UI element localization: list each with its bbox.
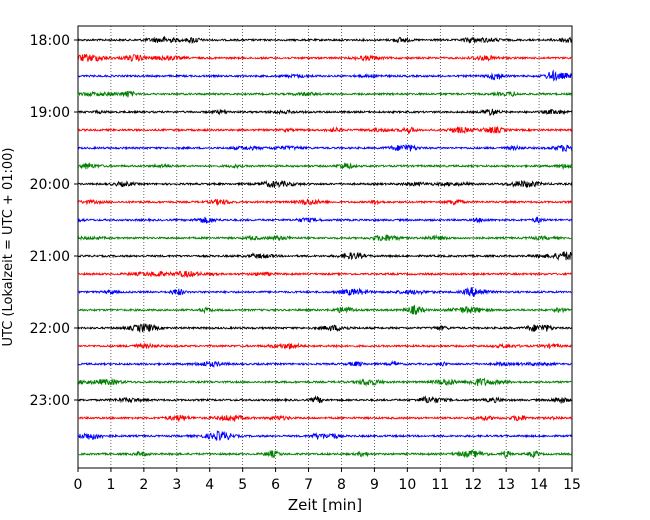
y-axis-ticks: 18:00 19:00 20:00 21:00 22:00 23:00: [30, 33, 78, 409]
trace-line: [77, 449, 573, 459]
y-tick-label: 19:00: [30, 105, 70, 121]
trace-line: [77, 323, 573, 333]
x-tick-label: 12: [464, 477, 482, 493]
plot-frame: [77, 25, 573, 469]
trace-line: [77, 69, 573, 82]
trace-line: [77, 90, 573, 98]
trace-line: [77, 342, 573, 350]
y-tick-label: 22:00: [30, 321, 70, 337]
x-axis-ticks: 0 1 2 3 4 5 6 7 8 9 10 11 12 13 14 15: [74, 468, 581, 493]
trace-line: [77, 287, 573, 297]
trace-line: [77, 377, 573, 387]
trace-line: [77, 125, 573, 135]
x-tick-label: 11: [431, 477, 449, 493]
x-tick-label: 10: [398, 477, 416, 493]
trace-line: [77, 143, 573, 153]
trace-line: [77, 198, 573, 207]
x-tick-label: 0: [74, 477, 83, 493]
trace-line: [77, 304, 573, 315]
trace-line: [77, 270, 573, 279]
x-tick-label: 15: [563, 477, 581, 493]
x-tick-label: 14: [530, 477, 548, 493]
trace-line: [77, 108, 573, 116]
y-axis-label: UTC (Lokalzeit = UTC + 01:00): [1, 148, 16, 347]
traces: [77, 35, 573, 459]
x-tick-label: 3: [172, 477, 181, 493]
trace-line: [77, 234, 573, 242]
trace-line: [77, 216, 573, 224]
trace-line: [77, 395, 573, 404]
trace-line: [77, 360, 573, 368]
trace-line: [77, 179, 573, 189]
trace-line: [77, 35, 573, 44]
y-tick-label: 20:00: [30, 177, 70, 193]
y-tick-label: 18:00: [30, 33, 70, 49]
x-tick-label: 1: [106, 477, 115, 493]
y-tick-label: 21:00: [30, 249, 70, 265]
trace-line: [77, 53, 573, 63]
trace-line: [77, 429, 573, 441]
x-tick-label: 7: [304, 477, 313, 493]
x-tick-label: 13: [497, 477, 515, 493]
trace-line: [77, 414, 573, 423]
x-tick-label: 4: [205, 477, 214, 493]
x-tick-label: 8: [337, 477, 346, 493]
x-tick-label: 9: [370, 477, 379, 493]
x-tick-label: 2: [139, 477, 148, 493]
trace-line: [77, 251, 573, 262]
x-axis-label: Zeit [min]: [288, 496, 362, 514]
x-tick-label: 6: [271, 477, 280, 493]
trace-line: [77, 162, 573, 171]
x-tick-label: 5: [238, 477, 247, 493]
y-tick-label: 23:00: [30, 393, 70, 409]
